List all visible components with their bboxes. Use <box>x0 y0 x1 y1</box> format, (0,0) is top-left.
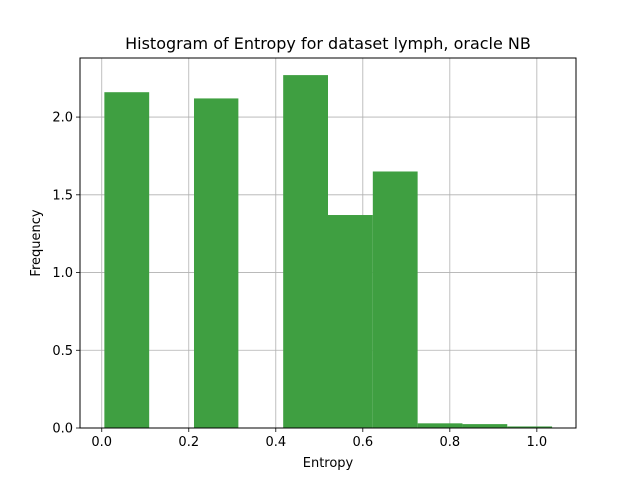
histogram-bar <box>417 423 463 428</box>
x-tick-label: 0.4 <box>265 435 286 450</box>
x-tick-label: 0.2 <box>178 435 199 450</box>
histogram-bar <box>507 426 553 428</box>
x-tick-label: 0.0 <box>91 435 112 450</box>
y-tick-label: 0.5 <box>52 344 73 359</box>
x-tick-label: 1.0 <box>526 435 547 450</box>
histogram-bar <box>372 171 418 428</box>
histogram-bar <box>193 98 239 428</box>
histogram-bar <box>283 75 328 429</box>
plot-frame <box>79 57 577 429</box>
x-tick-label: 0.6 <box>352 435 373 450</box>
x-axis-ticks: 0.0 0.2 0.4 0.6 0.8 1.0 <box>91 428 547 450</box>
histogram-bars <box>104 75 553 429</box>
y-axis-ticks: 0.0 0.5 1.0 1.5 2.0 <box>52 111 80 437</box>
chart-title: Histogram of Entropy for dataset lymph, … <box>125 34 531 53</box>
histogram-bar <box>104 92 150 428</box>
x-tick-label: 0.8 <box>439 435 460 450</box>
x-axis-label: Entropy <box>303 456 354 471</box>
histogram-bar <box>328 215 373 428</box>
y-tick-label: 0.0 <box>52 422 73 437</box>
y-tick-label: 2.0 <box>52 111 73 126</box>
y-tick-label: 1.5 <box>52 188 73 203</box>
y-axis-label: Frequency <box>29 209 44 276</box>
y-tick-label: 1.0 <box>52 266 73 281</box>
histogram-bar <box>462 424 508 428</box>
